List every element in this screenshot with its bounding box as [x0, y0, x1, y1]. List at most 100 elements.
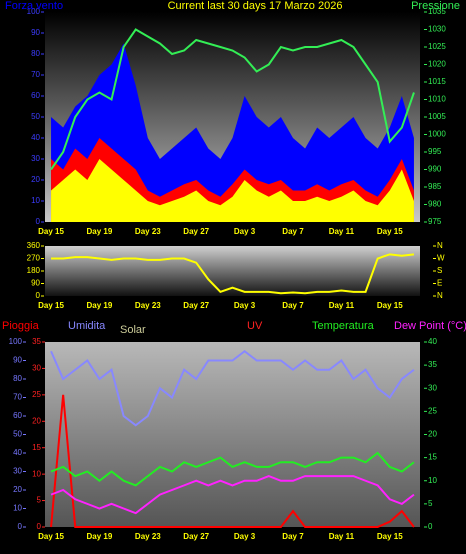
- x-tick-label: Day 11: [329, 532, 355, 541]
- tick-label: 1015: [428, 77, 446, 86]
- chart-title: Current last 30 days 17 Marzo 2026: [168, 0, 343, 12]
- tick-label: 985: [428, 182, 442, 191]
- tick-label: 25: [32, 390, 41, 399]
- plot-area: [45, 342, 420, 527]
- x-tick-label: Day 23: [135, 532, 161, 541]
- x-tick-label: Day 7: [282, 532, 304, 541]
- tick-label: 80: [31, 49, 40, 58]
- x-tick-label: Day 15: [38, 301, 64, 310]
- tick-label: 0: [428, 522, 433, 531]
- legend-label: Pressione: [411, 0, 460, 12]
- tick-label: 1005: [428, 112, 446, 121]
- x-tick-label: Day 3: [234, 532, 256, 541]
- tick-label: 50: [31, 112, 40, 121]
- tick-label: 360: [27, 241, 41, 250]
- tick-label: 1000: [428, 130, 446, 139]
- legend-label: Umidita: [68, 320, 106, 332]
- tick-label: N: [437, 241, 443, 250]
- tick-label: 40: [31, 133, 40, 142]
- x-tick-label: Day 27: [183, 532, 209, 541]
- tick-label: 10: [31, 196, 40, 205]
- tick-label: N: [437, 291, 443, 300]
- tick-label: 20: [428, 430, 437, 439]
- tick-label: 980: [428, 200, 442, 209]
- tick-label: 5: [428, 499, 433, 508]
- tick-label: 15: [32, 443, 41, 452]
- tick-label: 180: [27, 266, 41, 275]
- tick-label: 60: [13, 411, 22, 420]
- tick-label: 40: [428, 337, 437, 346]
- x-tick-label: Day 19: [87, 532, 113, 541]
- tick-label: 0: [37, 522, 42, 531]
- tick-label: 1030: [428, 25, 446, 34]
- tick-label: 50: [13, 430, 22, 439]
- tick-label: 1020: [428, 60, 446, 69]
- tick-label: 80: [13, 374, 22, 383]
- x-tick-label: Day 7: [282, 301, 304, 310]
- x-tick-label: Day 23: [135, 301, 161, 310]
- line: [50, 451, 415, 487]
- x-tick-label: Day 19: [87, 227, 113, 236]
- tick-label: 90: [13, 356, 22, 365]
- tick-label: 90: [31, 279, 40, 288]
- legend-label: Dew Point (°C): [394, 320, 466, 332]
- tick-label: 5: [37, 496, 42, 505]
- tick-label: 0: [36, 217, 41, 226]
- tick-label: 10: [32, 469, 41, 478]
- area: [51, 43, 414, 222]
- x-tick-label: Day 19: [87, 301, 113, 310]
- tick-label: 1010: [428, 95, 446, 104]
- tick-label: 70: [31, 70, 40, 79]
- tick-label: 990: [428, 165, 442, 174]
- tick-label: 30: [13, 467, 22, 476]
- tick-label: 20: [13, 485, 22, 494]
- tick-label: 0: [18, 522, 23, 531]
- x-tick-label: Day 15: [377, 301, 403, 310]
- tick-label: 10: [428, 476, 437, 485]
- tick-label: S: [437, 266, 442, 275]
- x-tick-label: Day 11: [329, 301, 355, 310]
- x-tick-label: Day 7: [282, 227, 304, 236]
- tick-label: 30: [428, 383, 437, 392]
- line: [50, 394, 415, 528]
- x-tick-label: Day 15: [377, 227, 403, 236]
- tick-label: 0: [36, 291, 41, 300]
- x-tick-label: Day 27: [183, 301, 209, 310]
- tick-label: 270: [27, 254, 41, 263]
- x-tick-label: Day 15: [377, 532, 403, 541]
- area: [51, 159, 414, 222]
- tick-label: 100: [9, 337, 23, 346]
- tick-label: 40: [13, 448, 22, 457]
- x-tick-label: Day 23: [135, 227, 161, 236]
- tick-label: 10: [13, 504, 22, 513]
- line: [50, 475, 415, 515]
- line: [50, 28, 415, 171]
- x-tick-label: Day 15: [38, 532, 64, 541]
- legend-label: Temperatura: [312, 320, 375, 332]
- tick-label: 20: [31, 175, 40, 184]
- tick-label: 30: [32, 364, 41, 373]
- legend-label: Forza vento: [5, 0, 63, 12]
- line: [51, 253, 415, 295]
- tick-label: 90: [31, 28, 40, 37]
- x-tick-label: Day 3: [234, 301, 256, 310]
- tick-label: 1025: [428, 42, 446, 51]
- legend-label: UV: [247, 320, 263, 332]
- tick-label: 70: [13, 393, 22, 402]
- tick-label: 100: [27, 7, 41, 16]
- tick-label: 20: [32, 416, 41, 425]
- x-tick-label: Day 11: [329, 227, 355, 236]
- tick-label: 35: [428, 360, 437, 369]
- tick-label: 995: [428, 147, 442, 156]
- legend-label: Solar: [120, 324, 146, 336]
- tick-label: 60: [31, 91, 40, 100]
- tick-label: 25: [428, 406, 437, 415]
- tick-label: E: [437, 279, 442, 288]
- legend-label: Pioggia: [2, 320, 40, 332]
- tick-label: 15: [428, 453, 437, 462]
- tick-label: W: [437, 254, 445, 263]
- x-tick-label: Day 3: [234, 227, 256, 236]
- x-tick-label: Day 15: [38, 227, 64, 236]
